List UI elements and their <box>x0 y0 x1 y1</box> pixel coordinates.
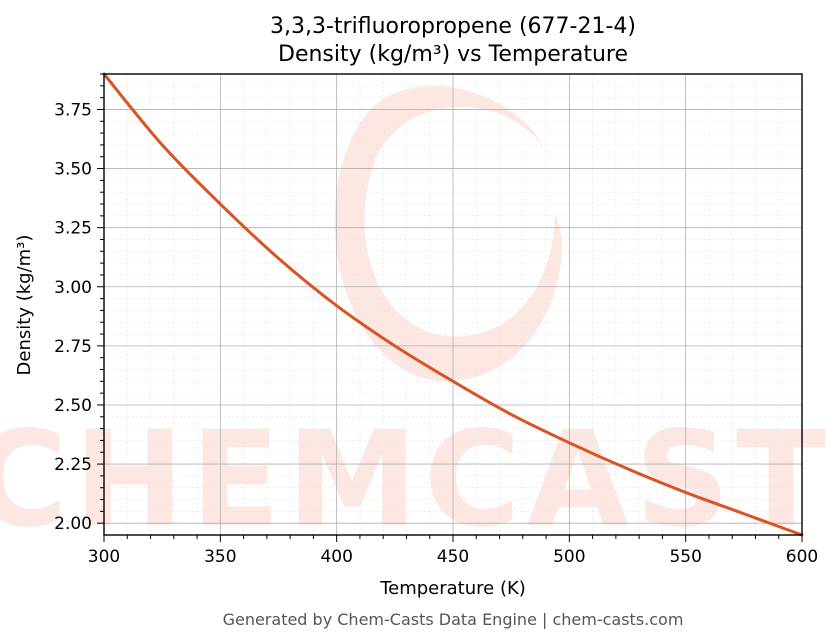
chart-title: 3,3,3-trifluoropropene (677-21-4) <box>270 14 636 39</box>
footer-credit: Generated by Chem-Casts Data Engine | ch… <box>223 610 684 629</box>
x-axis-ticks: 300 350 400 450 500 550 600 <box>88 535 818 567</box>
y-tick-label: 3.25 <box>54 219 92 239</box>
y-tick-label: 2.75 <box>54 337 92 357</box>
x-tick-label: 300 <box>88 547 120 567</box>
x-tick-label: 600 <box>786 547 818 567</box>
x-tick-label: 450 <box>437 547 469 567</box>
y-tick-label: 2.25 <box>54 455 92 475</box>
y-tick-label: 2.00 <box>54 514 92 534</box>
x-tick-label: 550 <box>669 547 701 567</box>
y-tick-label: 3.50 <box>54 160 92 180</box>
x-tick-label: 400 <box>320 547 352 567</box>
density-series-line <box>102 72 804 537</box>
chart-subtitle: Density (kg/m³) vs Temperature <box>278 42 628 67</box>
x-axis-label: Temperature (K) <box>379 578 526 599</box>
y-tick-label: 2.50 <box>54 396 92 416</box>
y-tick-label: 3.75 <box>54 100 92 120</box>
watermark-ring <box>334 85 563 382</box>
x-tick-label: 350 <box>204 547 236 567</box>
x-tick-label: 500 <box>553 547 585 567</box>
y-axis-ticks: 2.00 2.25 2.50 2.75 3.00 3.25 3.50 3.75 <box>54 73 104 534</box>
y-axis-label: Density (kg/m³) <box>14 235 35 376</box>
y-tick-label: 3.00 <box>54 278 92 298</box>
series-layer <box>102 72 804 537</box>
watermark-text: CHEMCASTS <box>0 403 836 557</box>
major-grid <box>103 74 803 535</box>
